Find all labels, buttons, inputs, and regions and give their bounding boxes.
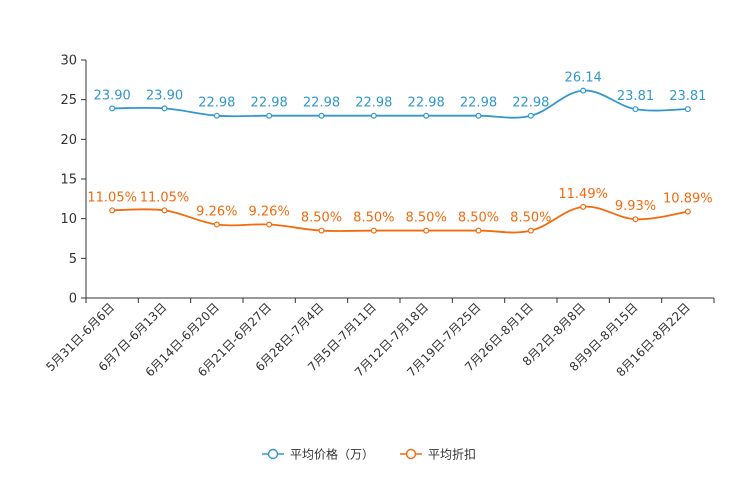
- y-tick-label: 10: [60, 212, 77, 227]
- y-tick-label: 15: [60, 173, 77, 188]
- series-layer: 23.90 23.90 22.98 22.98 22.98 22.98 22.98 22.98…: [87, 71, 713, 234]
- data-label: 8.50%: [458, 211, 499, 226]
- y-tick-label: 25: [60, 93, 77, 108]
- data-label: 22.98: [303, 96, 340, 111]
- legend: 平均价格（万） 平均折扣: [262, 447, 476, 462]
- data-point[interactable]: [213, 221, 220, 228]
- data-point[interactable]: [370, 112, 377, 119]
- data-label: 26.14: [565, 71, 602, 86]
- data-point[interactable]: [318, 112, 325, 119]
- data-label: 22.98: [512, 96, 549, 111]
- series-line: [112, 205, 688, 234]
- series-avg-discount: 11.05% 11.05% 9.26% 9.26% 8.50% 8.50% 8.50% 8.5…: [87, 187, 713, 234]
- data-point[interactable]: [475, 112, 482, 119]
- y-tick-label: 5: [69, 252, 77, 267]
- data-label: 22.98: [460, 96, 497, 111]
- data-label: 9.26%: [196, 205, 237, 220]
- legend-circle-icon: [405, 448, 417, 460]
- data-label: 22.98: [355, 96, 392, 111]
- data-label: 22.98: [198, 96, 235, 111]
- data-point[interactable]: [527, 227, 534, 234]
- data-label: 9.26%: [249, 205, 290, 220]
- data-label: 22.98: [251, 96, 288, 111]
- data-point[interactable]: [580, 203, 587, 210]
- series-line: [112, 89, 688, 119]
- y-tick-label: 30: [60, 54, 77, 69]
- data-point[interactable]: [161, 207, 168, 214]
- data-point[interactable]: [109, 105, 116, 112]
- data-point[interactable]: [632, 216, 639, 223]
- data-label: 8.50%: [510, 211, 551, 226]
- y-tick-label: 20: [60, 133, 77, 148]
- data-point[interactable]: [684, 106, 691, 113]
- data-label: 10.89%: [663, 192, 713, 207]
- data-point[interactable]: [684, 208, 691, 215]
- data-label: 23.90: [146, 88, 183, 103]
- legend-label: 平均折扣: [428, 447, 476, 462]
- data-label: 23.90: [94, 88, 131, 103]
- y-tick-label: 0: [69, 292, 77, 307]
- data-point[interactable]: [423, 227, 430, 234]
- legend-item-avg-discount[interactable]: 平均折扣: [400, 447, 476, 462]
- data-label: 11.49%: [558, 187, 608, 202]
- data-label: 8.50%: [406, 211, 447, 226]
- data-point[interactable]: [632, 106, 639, 113]
- data-label: 9.93%: [615, 199, 656, 214]
- data-label: 22.98: [408, 96, 445, 111]
- data-label: 11.05%: [140, 190, 190, 205]
- series-avg-price: 23.90 23.90 22.98 22.98 22.98 22.98 22.98 22.98…: [94, 71, 706, 119]
- legend-item-avg-price[interactable]: 平均价格（万）: [262, 447, 374, 462]
- data-point[interactable]: [266, 221, 273, 228]
- data-point[interactable]: [318, 227, 325, 234]
- data-label: 8.50%: [353, 211, 394, 226]
- data-point[interactable]: [161, 105, 168, 112]
- data-label: 23.81: [669, 89, 706, 104]
- data-label: 11.05%: [87, 190, 137, 205]
- data-label: 8.50%: [301, 211, 342, 226]
- data-point[interactable]: [475, 227, 482, 234]
- data-point[interactable]: [527, 112, 534, 119]
- data-point[interactable]: [370, 227, 377, 234]
- legend-circle-icon: [267, 448, 279, 460]
- data-point[interactable]: [109, 207, 116, 214]
- data-point[interactable]: [580, 87, 587, 94]
- data-point[interactable]: [213, 112, 220, 119]
- data-point[interactable]: [423, 112, 430, 119]
- legend-label: 平均价格（万）: [290, 447, 374, 462]
- data-point[interactable]: [266, 112, 273, 119]
- data-label: 23.81: [617, 89, 654, 104]
